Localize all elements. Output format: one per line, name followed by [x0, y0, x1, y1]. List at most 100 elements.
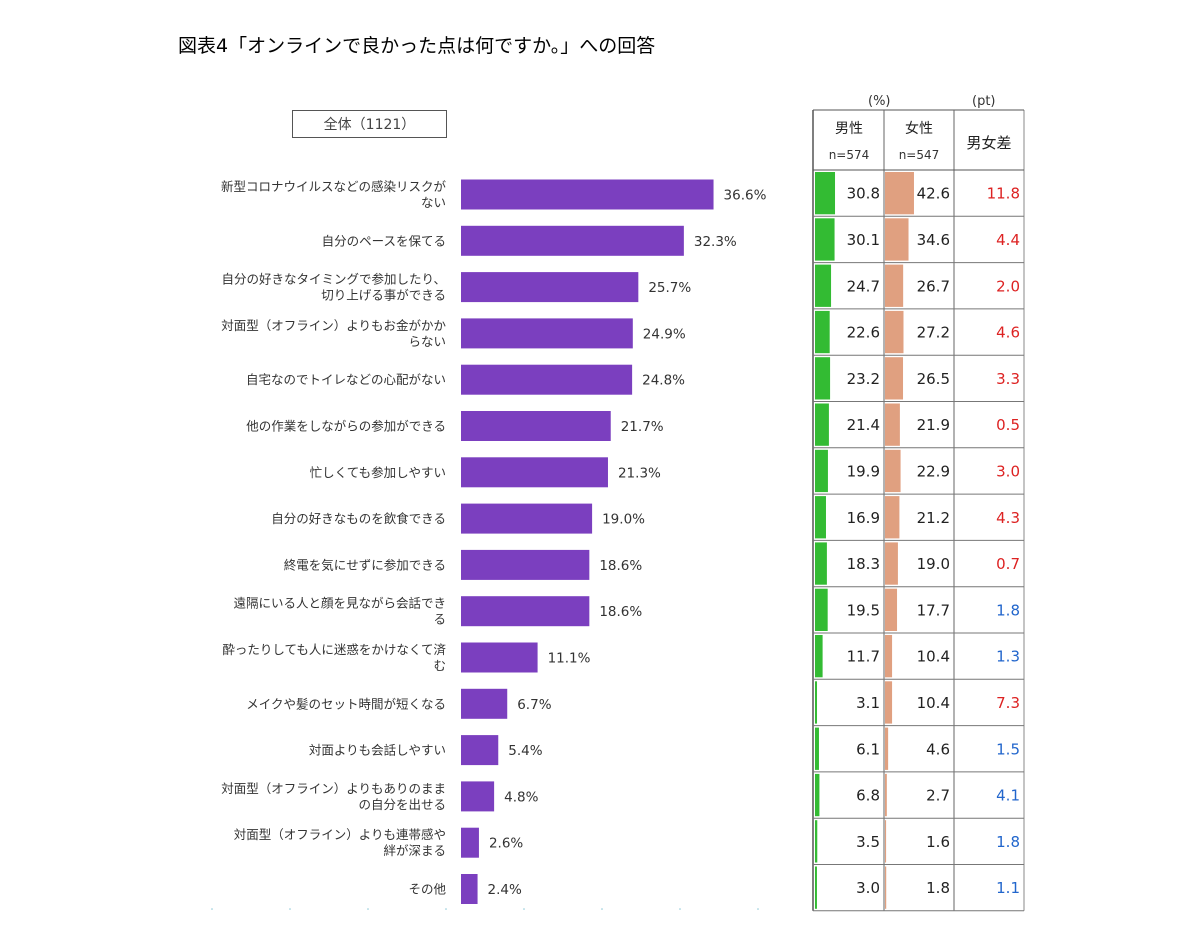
overall-bar — [461, 411, 611, 441]
axis-tick — [601, 908, 603, 910]
overall-bar — [461, 596, 590, 627]
female-bar — [885, 449, 901, 493]
overall-bar — [461, 272, 639, 303]
category-label: 酔ったりしても人に迷惑をかけなくて済 — [222, 642, 446, 657]
male-header: 男性 — [835, 121, 863, 137]
male-value: 11.7 — [847, 648, 880, 666]
female-value: 21.2 — [917, 509, 950, 527]
male-value: 24.7 — [847, 277, 880, 295]
overall-value-label: 19.0% — [602, 512, 645, 528]
male-value: 19.5 — [847, 601, 880, 619]
overall-bar — [461, 874, 478, 904]
overall-bar — [461, 179, 714, 210]
axis-tick — [679, 908, 681, 910]
female-value: 26.5 — [917, 370, 950, 388]
male-bar — [815, 218, 835, 261]
male-value: 22.6 — [847, 324, 880, 342]
diff-value: 1.1 — [996, 879, 1020, 897]
female-value: 34.6 — [917, 231, 950, 249]
female-bar — [885, 635, 893, 678]
overall-bar — [461, 735, 499, 766]
overall-value-label: 32.3% — [694, 234, 737, 250]
axis-tick — [523, 908, 525, 910]
overall-bar — [461, 318, 633, 349]
axis-tick — [757, 908, 759, 910]
female-bar — [885, 727, 889, 770]
overall-value-label: 11.1% — [548, 651, 591, 667]
chart-title: 図表4「オンラインで良かった点は何ですか。」への回答 — [178, 35, 656, 57]
diff-value: 1.3 — [996, 648, 1020, 666]
overall-value-label: 25.7% — [648, 280, 691, 296]
category-label: ない — [421, 195, 446, 210]
category-label: 自宅なのでトイレなどの心配がない — [246, 372, 446, 387]
male-value: 6.1 — [856, 740, 880, 758]
category-label: 対面型（オフライン）よりもお金がかか — [221, 318, 446, 333]
female-bar — [885, 588, 898, 631]
overall-value-label: 21.7% — [621, 419, 664, 435]
unit-pt-label: (pt) — [972, 94, 996, 109]
overall-value-label: 24.8% — [642, 373, 685, 389]
female-bar — [885, 542, 898, 585]
male-bar — [815, 588, 828, 631]
female-value: 42.6 — [917, 185, 950, 203]
axis-tick — [367, 908, 369, 910]
male-value: 6.8 — [856, 787, 880, 805]
overall-bar — [461, 781, 495, 812]
male-value: 3.0 — [856, 879, 880, 897]
overall-value-label: 4.8% — [504, 789, 538, 805]
diff-value: 3.0 — [996, 462, 1020, 480]
female-value: 10.4 — [917, 694, 950, 712]
male-bar — [815, 681, 818, 724]
female-value: 26.7 — [917, 277, 950, 295]
male-bar — [815, 403, 829, 446]
category-label: 自分の好きなタイミングで参加したり、 — [221, 272, 446, 287]
category-label: 新型コロナウイルスなどの感染リスクが — [221, 179, 447, 194]
category-label: 忙しくても参加しやすい — [310, 465, 446, 480]
female-value: 27.2 — [917, 324, 950, 342]
male-value: 18.3 — [847, 555, 880, 573]
axis-tick — [445, 908, 447, 910]
diff-value: 1.5 — [996, 740, 1020, 758]
overall-bar — [461, 642, 538, 673]
male-bar — [815, 635, 823, 678]
female-bar — [885, 496, 900, 539]
overall-value-label: 2.4% — [488, 882, 522, 898]
overall-value-label: 24.9% — [643, 326, 686, 342]
diff-header: 男女差 — [966, 134, 1012, 152]
category-label: 自分のペースを保てる — [322, 233, 446, 248]
male-value: 19.9 — [847, 462, 880, 480]
female-bar — [885, 866, 887, 909]
female-bar — [885, 820, 887, 863]
overall-bar — [461, 549, 590, 580]
female-value: 1.6 — [926, 833, 950, 851]
category-label: らない — [408, 334, 446, 349]
overall-bar — [461, 457, 608, 488]
female-bar — [885, 681, 893, 724]
male-bar — [815, 449, 828, 493]
category-label: 対面型（オフライン）よりもありのまま — [221, 781, 446, 796]
female-value: 2.7 — [926, 787, 950, 805]
female-bar — [885, 310, 904, 354]
unit-pct-label: (%) — [868, 94, 891, 109]
diff-value: 4.6 — [996, 324, 1020, 342]
male-value: 21.4 — [847, 416, 880, 434]
male-value: 16.9 — [847, 509, 880, 527]
overall-bar — [461, 688, 508, 719]
diff-value: 1.8 — [996, 833, 1020, 851]
overall-bar — [461, 503, 593, 534]
category-label: る — [433, 612, 446, 627]
category-label: 自分の好きなものを飲食できる — [271, 511, 446, 526]
female-bar — [885, 218, 909, 261]
female-bar — [885, 403, 900, 446]
category-label: 遠隔にいる人と顔を見ながら会話でき — [233, 596, 446, 611]
axis-tick — [289, 908, 291, 910]
male-bar — [815, 773, 820, 817]
category-label: 対面よりも会話しやすい — [309, 743, 446, 758]
axis-tick — [211, 908, 213, 910]
diff-value: 3.3 — [996, 370, 1020, 388]
male-bar — [815, 820, 818, 863]
category-label: 切り上げる事ができる — [321, 288, 446, 303]
overall-value-label: 18.6% — [599, 558, 642, 574]
